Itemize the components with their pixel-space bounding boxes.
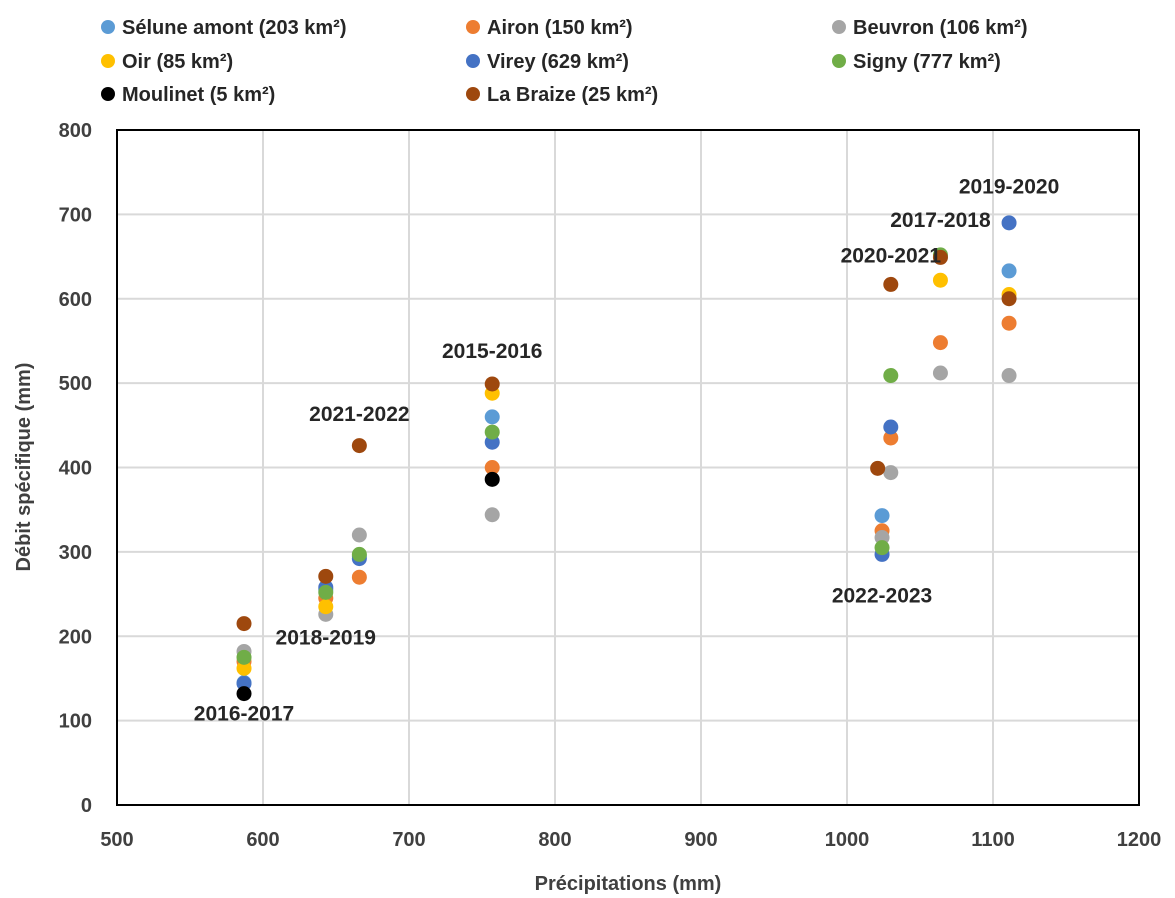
gridlines <box>117 130 1139 805</box>
data-point <box>351 546 367 562</box>
x-axis-title: Précipitations (mm) <box>535 873 722 895</box>
legend-marker <box>832 54 846 68</box>
season-annotation: 2016-2017 <box>194 703 294 726</box>
data-point <box>874 508 890 524</box>
data-point <box>932 365 948 381</box>
season-annotation: 2021-2022 <box>309 403 409 426</box>
x-tick-label: 800 <box>538 829 571 851</box>
data-point <box>236 686 252 702</box>
x-tick-label: 600 <box>246 829 279 851</box>
data-point <box>318 584 334 600</box>
data-point <box>883 465 899 481</box>
data-points <box>236 215 1017 702</box>
x-tick-label: 500 <box>100 829 133 851</box>
data-point <box>883 430 899 446</box>
legend-item: Virey (629 km²) <box>466 51 629 73</box>
legend-label: Signy (777 km²) <box>853 51 1001 73</box>
y-tick-label: 800 <box>59 120 92 142</box>
data-point <box>236 616 252 632</box>
season-annotation: 2015-2016 <box>442 340 542 363</box>
data-point <box>484 460 500 475</box>
season-annotation: 2017-2018 <box>890 209 991 232</box>
data-point <box>1001 263 1017 279</box>
season-annotation: 2019-2020 <box>959 175 1059 198</box>
y-axis-ticks: 0 100 200 300 400 500 600 700 800 <box>59 120 92 817</box>
data-point <box>883 368 899 384</box>
data-point <box>351 569 367 585</box>
legend-item: Oir (85 km²) <box>101 51 233 73</box>
data-point <box>883 276 899 292</box>
legend-marker <box>832 20 846 34</box>
data-point <box>932 272 948 288</box>
x-tick-label: 1200 <box>1117 829 1162 851</box>
x-axis-ticks: 500 600 700 800 900 1000 1100 1200 <box>100 829 1161 851</box>
legend-label: Oir (85 km²) <box>122 51 233 73</box>
y-tick-label: 500 <box>59 373 92 395</box>
data-point <box>484 507 500 523</box>
data-point <box>932 335 948 351</box>
legend-marker <box>101 87 115 101</box>
legend-marker <box>466 20 480 34</box>
annotations: 2016-2017 2018-2019 2021-2022 2015-2016 2022… <box>194 175 1059 725</box>
x-tick-label: 1000 <box>825 829 870 851</box>
legend-item: Beuvron (106 km²) <box>832 17 1028 39</box>
data-point <box>351 527 367 543</box>
season-annotation: 2020-2021 <box>841 244 942 267</box>
data-point <box>1001 291 1017 307</box>
data-point <box>484 471 500 487</box>
data-point <box>1001 315 1017 331</box>
x-tick-label: 700 <box>392 829 425 851</box>
y-tick-label: 400 <box>59 458 92 480</box>
legend: Sélune amont (203 km²) Airon (150 km²) Beu… <box>101 17 1028 106</box>
legend-marker <box>466 87 480 101</box>
legend-label: Beuvron (106 km²) <box>853 17 1028 39</box>
legend-marker <box>101 20 115 34</box>
legend-marker <box>466 54 480 68</box>
y-tick-label: 100 <box>59 711 92 733</box>
data-point <box>484 376 500 392</box>
y-tick-label: 300 <box>59 542 92 564</box>
data-point <box>1001 215 1017 231</box>
x-tick-label: 1100 <box>971 829 1014 851</box>
legend-item: Signy (777 km²) <box>832 51 1001 73</box>
legend-label: La Braize (25 km²) <box>487 84 658 106</box>
y-axis-title: Débit spécifique (mm) <box>13 363 35 572</box>
data-point <box>318 568 334 584</box>
data-point <box>318 599 334 615</box>
legend-item: Moulinet (5 km²) <box>101 84 275 106</box>
y-tick-label: 200 <box>59 626 92 648</box>
legend-item: La Braize (25 km²) <box>466 84 658 106</box>
legend-marker <box>101 54 115 68</box>
legend-item: Airon (150 km²) <box>466 17 633 39</box>
data-point <box>484 424 500 440</box>
legend-item: Sélune amont (203 km²) <box>101 17 347 39</box>
legend-label: Sélune amont (203 km²) <box>122 17 347 39</box>
data-point <box>351 438 367 454</box>
y-tick-label: 0 <box>81 795 92 817</box>
data-point <box>870 460 886 476</box>
legend-label: Airon (150 km²) <box>487 17 633 39</box>
plot-area <box>116 129 1140 806</box>
legend-label: Virey (629 km²) <box>487 51 629 73</box>
data-point <box>874 540 890 556</box>
y-tick-label: 600 <box>59 289 92 311</box>
legend-label: Moulinet (5 km²) <box>122 84 275 106</box>
data-point <box>236 660 252 676</box>
data-point <box>883 419 899 435</box>
data-point <box>236 649 252 665</box>
data-point <box>1001 368 1017 384</box>
season-annotation: 2018-2019 <box>276 627 376 650</box>
data-point <box>932 249 948 265</box>
season-annotation: 2022-2023 <box>832 585 932 608</box>
y-tick-label: 700 <box>59 204 92 226</box>
data-point <box>484 409 500 425</box>
x-tick-label: 900 <box>684 829 717 851</box>
